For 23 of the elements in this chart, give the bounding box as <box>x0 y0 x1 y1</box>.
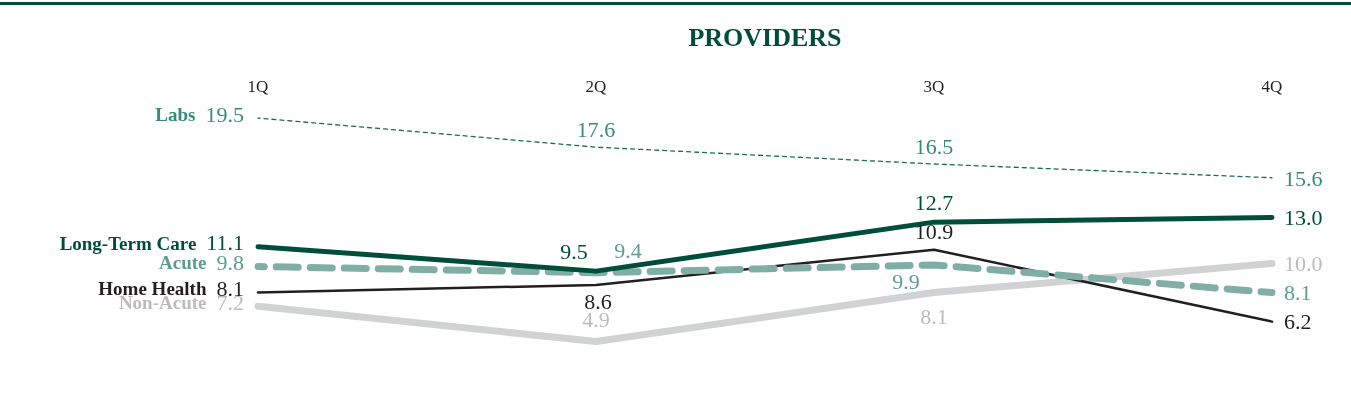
data-label: 9.9 <box>892 268 920 294</box>
data-label: 10.0 <box>1284 251 1323 277</box>
x-tick-label: 4Q <box>1261 76 1283 96</box>
text: Labs <box>155 103 196 125</box>
data-label: 10.9 <box>914 219 954 245</box>
text: Long-Term Care <box>59 232 197 254</box>
data-label: 17.6 <box>576 116 616 142</box>
data-label: 8.1 <box>920 304 948 330</box>
chart-title: PROVIDERS <box>688 23 842 53</box>
data-label: 9.4 <box>614 238 642 264</box>
x-tick-label: 3Q <box>923 76 945 96</box>
data-label: 16.5 <box>914 133 954 159</box>
data-label: 13.0 <box>1284 205 1323 231</box>
x-tick-label: 1Q <box>247 76 269 96</box>
data-label: 8.6 <box>584 288 612 314</box>
data-label: 19.5 <box>205 101 244 127</box>
data-label: 6.2 <box>1284 309 1312 335</box>
text: Acute <box>159 252 207 274</box>
data-label: 15.6 <box>1284 165 1323 191</box>
data-label: 9.5 <box>560 238 588 264</box>
data-label: 12.7 <box>914 189 954 215</box>
x-tick-label: 2Q <box>585 76 607 96</box>
data-label: 8.1 <box>1284 280 1312 306</box>
